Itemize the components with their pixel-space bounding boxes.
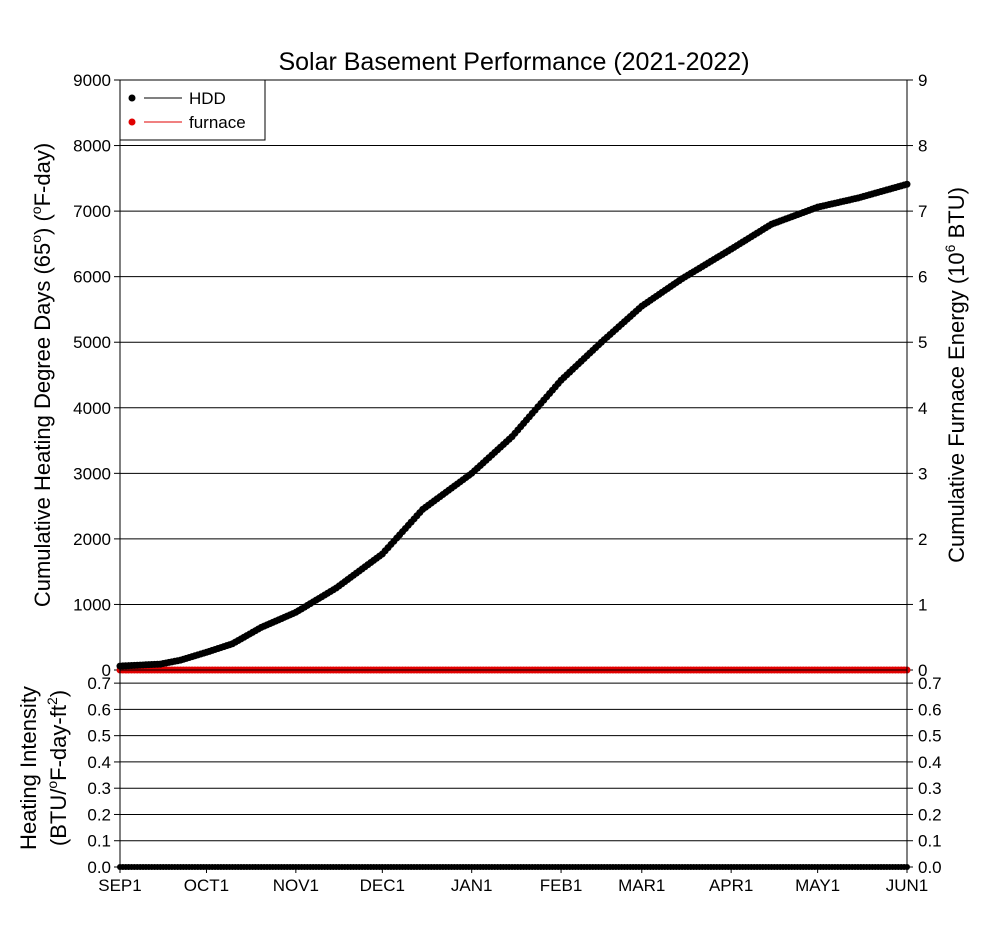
left-tick-label: 7000 (73, 202, 111, 221)
x-tick-label: MAY1 (795, 876, 840, 895)
x-tick-label: SEP1 (98, 876, 141, 895)
bottom-y-axis-label: Heating Intensity (16, 686, 41, 850)
bottom-left-tick-label: 0.4 (87, 753, 111, 772)
bottom-left-tick-label: 0.3 (87, 779, 111, 798)
legend-box (119, 79, 266, 141)
right-tick-label: 9 (918, 71, 927, 90)
x-tick-label: NOV1 (273, 876, 319, 895)
bottom-y-axis-label-units: (BTU/oF-day-ft2) (44, 690, 71, 846)
bottom-left-tick-label: 0.7 (87, 674, 111, 693)
left-tick-label: 6000 (73, 268, 111, 287)
right-tick-label: 7 (918, 202, 927, 221)
bottom-right-tick-label: 0.4 (918, 753, 942, 772)
legend: HDD furnace (119, 79, 266, 141)
right-tick-label: 0 (918, 661, 927, 680)
left-tick-label: 2000 (73, 530, 111, 549)
bottom-right-tick-label: 0.2 (918, 805, 942, 824)
x-axis-ticks: SEP1 OCT1 NOV1 DEC1 JAN1 FEB1 MAR1 APR1 MAY1 JUN1 (98, 867, 928, 895)
bottom-right-tick-label: 0.6 (918, 700, 942, 719)
x-tick-label: APR1 (709, 876, 753, 895)
right-tick-label: 5 (918, 333, 927, 352)
legend-furnace-label: furnace (189, 113, 246, 132)
x-tick-label: MAR1 (618, 876, 665, 895)
right-tick-label: 6 (918, 268, 927, 287)
right-tick-label: 8 (918, 137, 927, 156)
left-tick-label: 8000 (73, 137, 111, 156)
chart-title: Solar Basement Performance (2021-2022) (278, 48, 749, 76)
left-tick-label: 0 (102, 661, 111, 680)
left-tick-label: 1000 (73, 595, 111, 614)
bottom-left-tick-label: 0.0 (87, 858, 111, 877)
bottom-left-tick-label: 0.6 (87, 700, 111, 719)
right-tick-label: 4 (918, 399, 927, 418)
x-tick-label: OCT1 (184, 876, 229, 895)
bottom-gridlines (120, 682, 907, 842)
legend-hdd-marker (128, 94, 136, 102)
x-tick-label: JUN1 (886, 876, 929, 895)
top-plot-frame (119, 79, 908, 671)
bottom-left-tick-label: 0.1 (87, 832, 111, 851)
right-tick-label: 1 (918, 595, 927, 614)
bottom-left-tick-label: 0.5 (87, 727, 111, 746)
left-tick-label: 5000 (73, 333, 111, 352)
legend-furnace-marker (128, 118, 136, 126)
bottom-y-ticks: 0.0 0.0 0.1 0.1 0.2 0.2 0.3 0.3 0.4 0.4 0.5 0.5 0.6 0… (87, 674, 941, 877)
hdd-series-line (119, 183, 908, 668)
left-tick-label: 4000 (73, 399, 111, 418)
bottom-right-tick-label: 0.0 (918, 858, 942, 877)
left-tick-label: 3000 (73, 464, 111, 483)
top-y-ticks: 0 1000 2000 3000 4000 5000 6000 7000 8000 9000 0 1 2… (73, 71, 927, 680)
bottom-plot-frame (119, 669, 908, 868)
top-gridlines (120, 145, 907, 605)
right-tick-label: 2 (918, 530, 927, 549)
bottom-right-tick-label: 0.1 (918, 832, 942, 851)
y-axis-label-left: Cumulative Heating Degree Days (65o) (oF… (28, 143, 55, 607)
y-axis-label-right: Cumulative Furnace Energy (106 BTU) (942, 187, 969, 563)
legend-hdd-label: HDD (189, 89, 226, 108)
bottom-right-tick-label: 0.5 (918, 727, 942, 746)
x-tick-label: JAN1 (451, 876, 493, 895)
bottom-left-tick-label: 0.2 (87, 805, 111, 824)
right-tick-label: 3 (918, 464, 927, 483)
left-tick-label: 9000 (73, 71, 111, 90)
x-tick-label: DEC1 (360, 876, 405, 895)
bottom-right-tick-label: 0.7 (918, 674, 942, 693)
top-series (116, 180, 911, 674)
x-tick-label: FEB1 (540, 876, 583, 895)
bottom-right-tick-label: 0.3 (918, 779, 942, 798)
